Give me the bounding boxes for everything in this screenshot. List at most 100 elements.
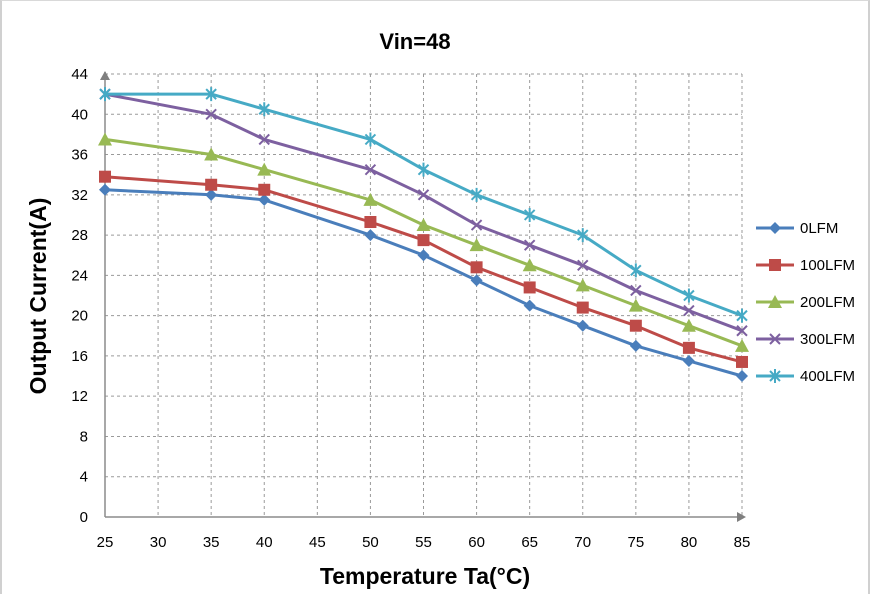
data-point (99, 87, 111, 102)
data-point (735, 338, 749, 352)
data-point (576, 319, 589, 332)
legend: 0LFM 100LFM 200LFM 300LFM 400LFM (756, 220, 855, 385)
data-point (98, 132, 112, 146)
data-point (364, 216, 377, 229)
x-tick-label: 80 (681, 534, 698, 551)
data-point (417, 249, 430, 262)
series-line (104, 188, 743, 378)
x-tick-label: 75 (627, 534, 644, 551)
legend-entry: 300LFM (756, 331, 855, 348)
data-point (99, 170, 111, 183)
data-point (205, 108, 217, 120)
data-point (417, 189, 430, 201)
data-point (523, 239, 536, 251)
data-point (736, 355, 748, 368)
legend-marker (769, 222, 781, 234)
data-point (681, 318, 696, 332)
data-point (364, 132, 377, 147)
data-point (364, 229, 377, 242)
data-point (577, 228, 589, 243)
legend-marker (769, 259, 781, 271)
data-point (682, 354, 695, 367)
data-point (630, 284, 642, 297)
legend-label: 100LFM (800, 257, 855, 274)
data-point (204, 147, 219, 161)
series-200LFM (98, 132, 749, 352)
y-tick-label: 12 (71, 388, 88, 405)
data-point (523, 299, 536, 312)
y-axis-arrow (100, 71, 110, 80)
series-line (105, 92, 743, 318)
y-tick-label: 32 (71, 187, 88, 204)
series-100LFM (99, 170, 748, 368)
x-tick-label: 55 (415, 534, 432, 551)
data-point (99, 183, 111, 196)
legend-label: 300LFM (800, 331, 855, 348)
data-point (258, 183, 271, 196)
data-point (417, 234, 430, 247)
series-400LFM (99, 87, 748, 323)
y-axis-title: Output Current(A) (25, 198, 51, 395)
y-tick-label: 4 (80, 469, 88, 486)
y-tick-label: 16 (71, 348, 88, 365)
data-point (629, 319, 642, 332)
data-point (258, 133, 270, 146)
data-point (258, 193, 271, 206)
data-point (736, 325, 748, 337)
legend-label: 0LFM (800, 220, 838, 237)
legend-entry: 200LFM (756, 294, 855, 311)
series-300LFM (99, 88, 748, 337)
data-point (205, 188, 218, 201)
data-point (470, 219, 483, 231)
data-point (575, 278, 590, 292)
y-tick-label: 40 (71, 106, 88, 123)
series-0LFM (99, 183, 748, 383)
series-lines (98, 87, 749, 383)
data-point (470, 274, 483, 287)
y-tick-label: 20 (71, 308, 88, 325)
x-axis-title: Temperature Ta(°C) (320, 563, 530, 589)
data-point (258, 102, 270, 117)
data-point (523, 207, 536, 222)
y-tick-label: 24 (71, 267, 88, 284)
legend-marker (769, 369, 781, 383)
legend-entry: 0LFM (756, 220, 838, 237)
data-point (257, 162, 272, 176)
x-tick-label: 45 (309, 534, 326, 551)
data-point (363, 192, 378, 206)
y-tick-label: 28 (71, 227, 88, 244)
data-point (577, 259, 589, 272)
data-point (470, 187, 483, 202)
data-point (682, 341, 695, 354)
data-point (683, 288, 695, 303)
x-tick-label: 60 (468, 534, 485, 551)
x-axis-arrow (737, 512, 746, 522)
x-tick-label: 65 (521, 534, 538, 551)
x-tick-label: 85 (734, 534, 751, 551)
chart-title: Vin=48 (379, 29, 450, 54)
data-point (629, 339, 642, 352)
data-point (416, 218, 431, 232)
legend-marker (768, 295, 782, 308)
data-point (736, 370, 748, 383)
axes: 0 4 8 12 16 20 24 28 32 36 40 44 25 30 35 40 45 50 55 60 65 7… (71, 66, 750, 551)
data-point (683, 304, 695, 317)
x-tick-label: 25 (97, 534, 114, 551)
x-tick-label: 50 (362, 534, 379, 551)
y-tick-label: 8 (80, 428, 88, 445)
y-tick-label: 36 (71, 147, 88, 164)
legend-marker (769, 333, 781, 345)
data-point (470, 261, 483, 274)
legend-entry: 400LFM (756, 368, 855, 385)
legend-label: 400LFM (800, 368, 855, 385)
x-tick-label: 70 (574, 534, 591, 551)
data-point (630, 263, 642, 278)
data-point (364, 163, 377, 176)
data-point (522, 258, 537, 272)
gridlines (105, 73, 743, 517)
y-tick-label: 0 (80, 509, 88, 526)
legend-entry: 100LFM (756, 257, 855, 274)
y-tick-label: 44 (71, 66, 88, 83)
